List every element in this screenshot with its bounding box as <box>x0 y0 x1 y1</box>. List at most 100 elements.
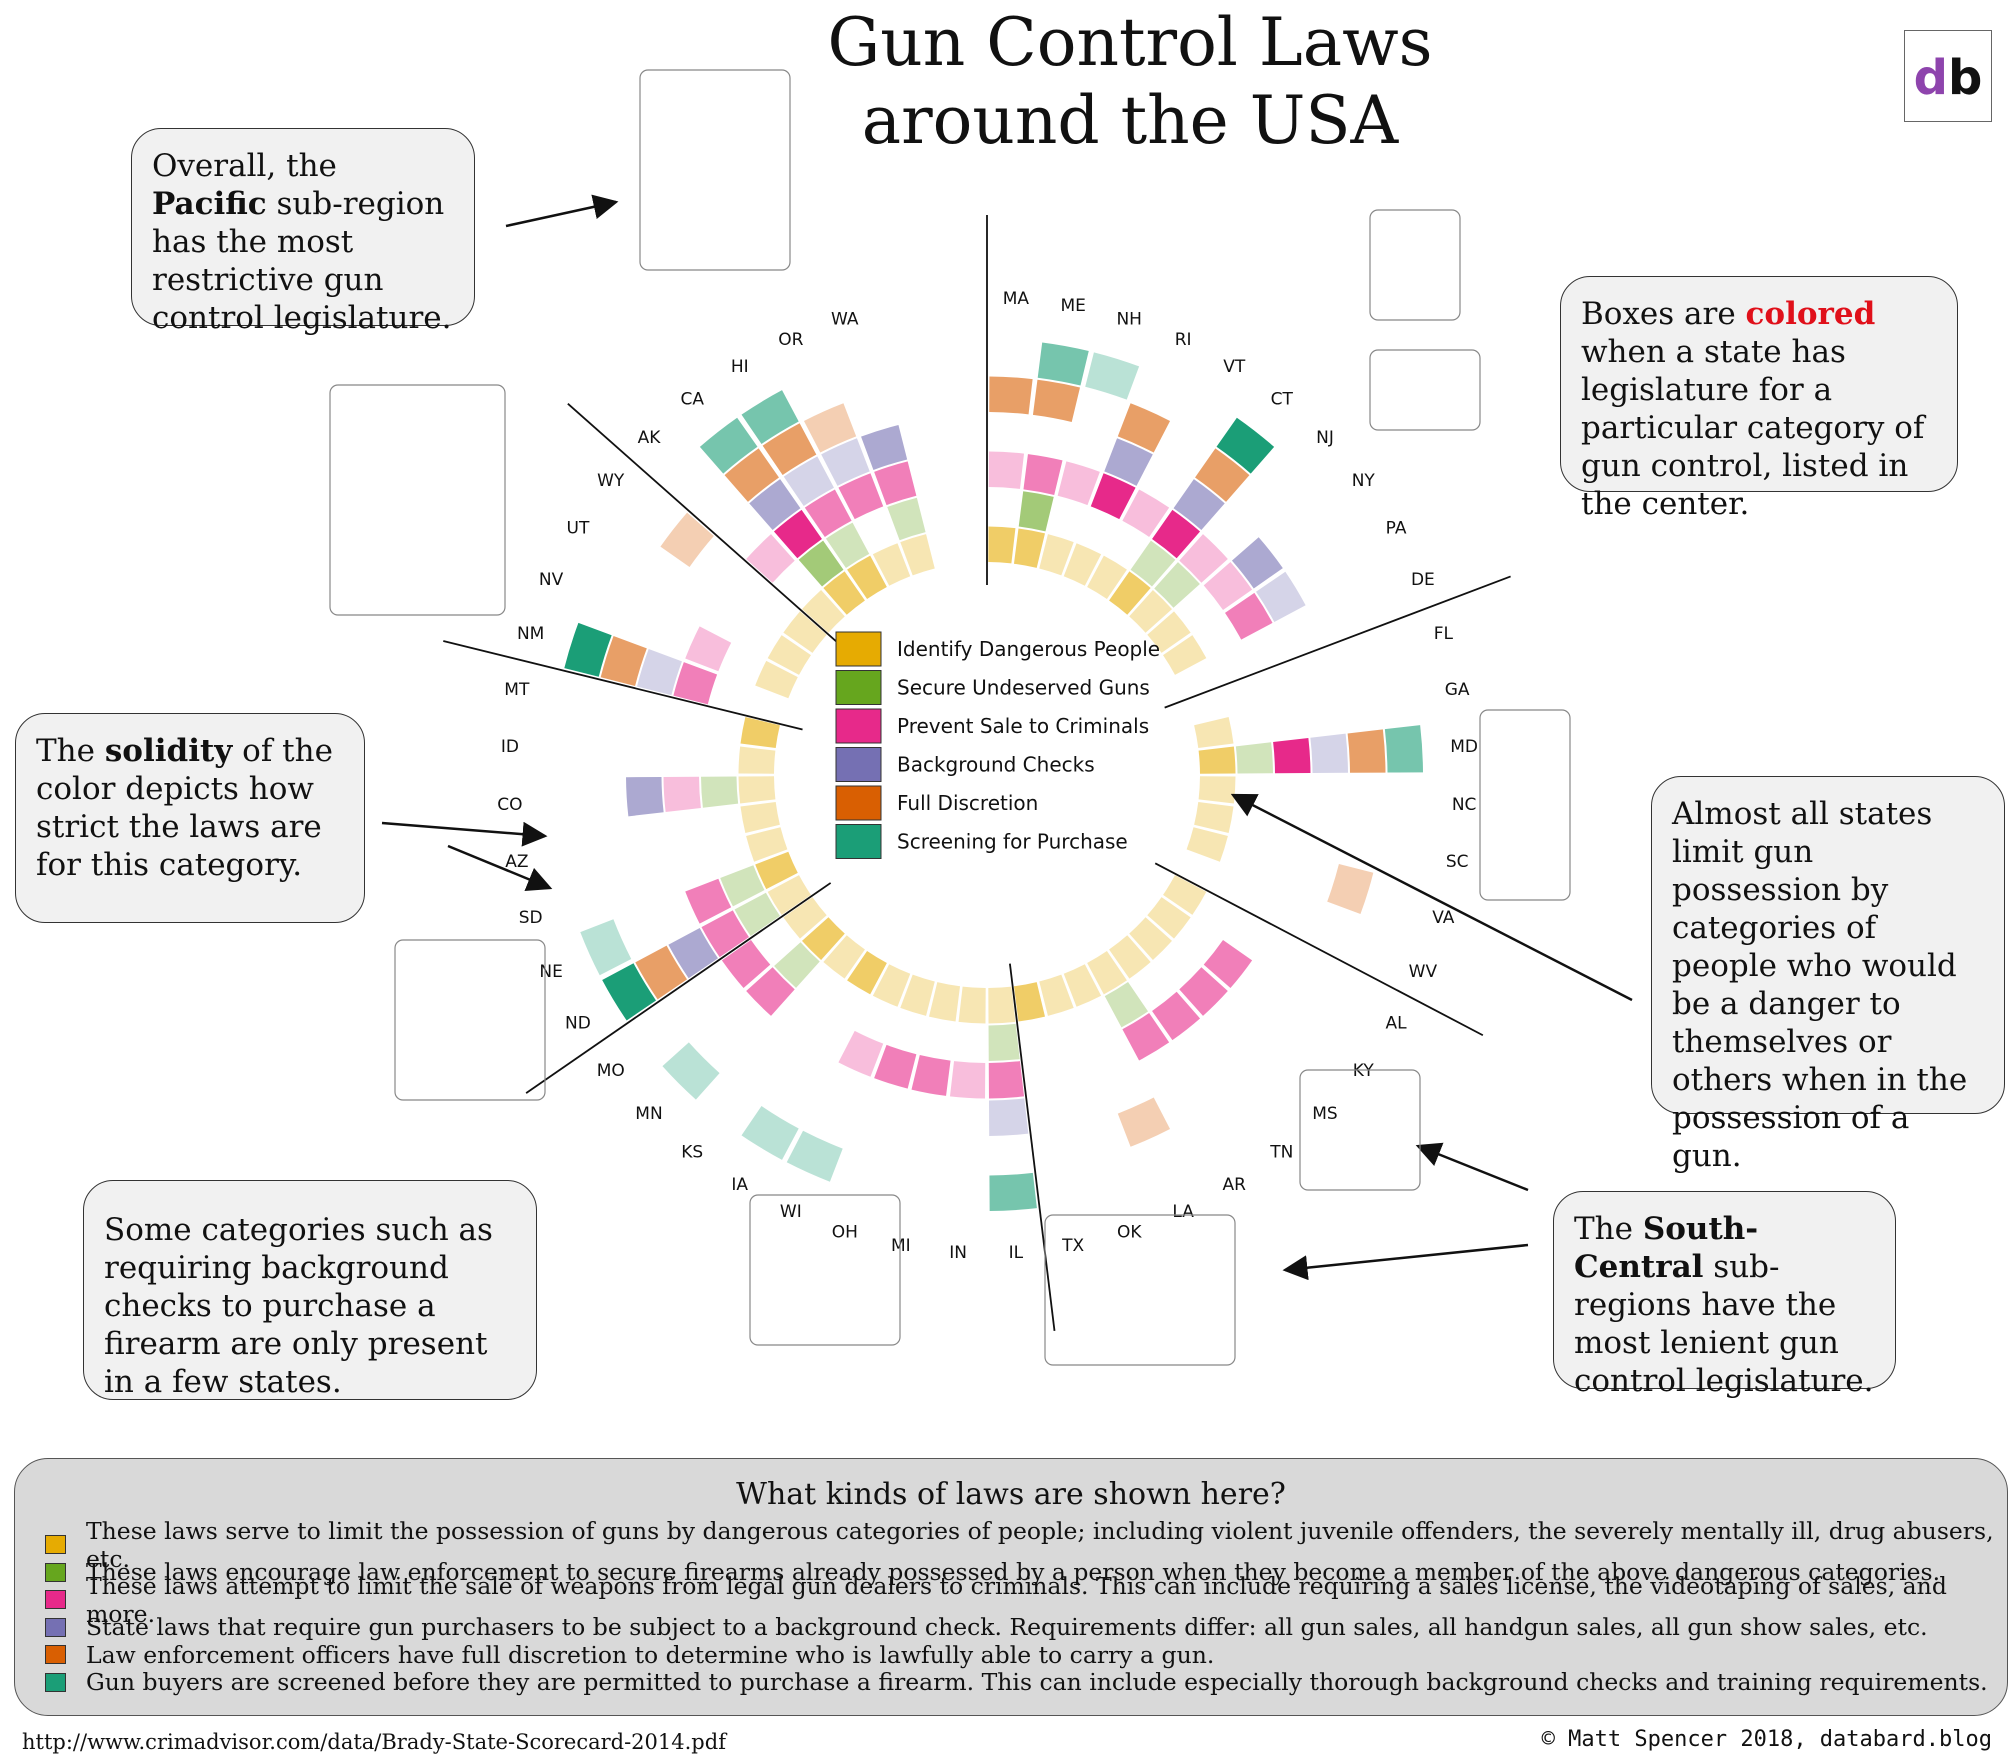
bar-il-2 <box>988 1061 1025 1099</box>
state-label: WI <box>780 1202 802 1222</box>
bar-nd-3 <box>668 928 718 979</box>
bar-nv-2 <box>685 626 732 672</box>
bar-co-3 <box>626 776 664 817</box>
bar-mo-2 <box>721 940 771 989</box>
bar-wa-1 <box>887 497 926 541</box>
bar-vt-0 <box>1087 555 1127 599</box>
bar-vt-2 <box>1122 489 1170 537</box>
bar-sd-0 <box>746 827 788 862</box>
bar-md-1 <box>1235 742 1273 774</box>
callout-solidity-pre: The <box>36 733 105 769</box>
bar-ct-1 <box>1130 540 1176 587</box>
bar-wy-0 <box>783 611 827 653</box>
bar-oh-0 <box>900 974 935 1016</box>
callout-solidity: The solidity of the color depicts how st… <box>15 713 365 923</box>
bar-tn-2 <box>1152 991 1201 1041</box>
bar-ca-2 <box>773 509 822 559</box>
state-label: ME <box>1060 296 1085 316</box>
bar-wi-0 <box>872 964 911 1007</box>
state-label: TX <box>1061 1236 1084 1256</box>
state-label: NC <box>1452 795 1477 815</box>
bar-ma-0 <box>988 526 1016 564</box>
bar-wi-2 <box>838 1030 884 1077</box>
callout-south-pre: The <box>1574 1211 1643 1247</box>
state-label: CT <box>1271 390 1294 410</box>
bar-me-4 <box>1032 379 1081 423</box>
region-divider <box>1009 963 1056 1332</box>
region-outline-map <box>1044 1214 1236 1366</box>
bar-wy-4 <box>660 512 714 567</box>
legend-swatch <box>835 708 882 744</box>
databard-logo[interactable]: db <box>1904 30 1992 122</box>
bar-ct-0 <box>1109 571 1151 615</box>
source-link[interactable]: http://www.crimadvisor.com/data/Brady-St… <box>22 1730 726 1754</box>
state-label: RI <box>1175 330 1192 350</box>
callout-arrow <box>1230 793 1633 1002</box>
bar-nj-1 <box>1154 562 1200 608</box>
bar-ct-2 <box>1152 509 1201 559</box>
bar-la-4 <box>1117 1097 1171 1147</box>
state-label: AR <box>1223 1175 1247 1195</box>
bar-ri-0 <box>1063 543 1102 586</box>
bar-ct-3 <box>1173 479 1225 531</box>
bar-ak-0 <box>802 590 845 633</box>
bar-nh-2 <box>1057 461 1100 506</box>
bar-sc-0 <box>1194 801 1234 833</box>
swatch-dangerous-people <box>45 1535 66 1555</box>
bar-nm-4 <box>600 635 647 686</box>
bar-nd-1 <box>734 892 780 937</box>
bar-ia-0 <box>847 951 887 995</box>
bar-md-3 <box>1310 733 1348 774</box>
bar-tx-0 <box>1013 982 1045 1022</box>
state-label: DE <box>1411 570 1435 590</box>
footer-item: These laws serve to limit the possession… <box>45 1517 2007 1573</box>
legend-label: Background Checks <box>897 753 1095 777</box>
region-divider <box>1164 575 1511 709</box>
bar-nd-2 <box>701 910 749 958</box>
chart-bars <box>564 342 1423 1211</box>
bar-nd-4 <box>635 945 688 1000</box>
bar-ca-1 <box>798 540 844 587</box>
bar-ak-2 <box>746 534 795 583</box>
state-label: SD <box>519 908 543 928</box>
bar-ma-2 <box>988 451 1025 489</box>
callout-background: Some categories such as requiring backgr… <box>83 1180 537 1400</box>
region-outline-map <box>639 69 791 271</box>
callout-arrow <box>447 844 553 891</box>
bar-or-2 <box>838 473 884 520</box>
legend-label: Identify Dangerous People <box>897 637 1160 661</box>
state-label: IL <box>1009 1243 1024 1263</box>
state-label: CO <box>497 795 522 815</box>
bar-hi-1 <box>825 522 870 568</box>
bar-ar-0 <box>1087 951 1127 995</box>
bar-mn-1 <box>774 942 820 988</box>
bar-ri-4 <box>1117 403 1171 453</box>
bar-oh-2 <box>874 1044 917 1089</box>
footer-item: State laws that require gun purchasers t… <box>45 1613 2007 1641</box>
footer-legend: These laws serve to limit the possession… <box>45 1517 2007 1696</box>
state-label: VA <box>1432 908 1455 928</box>
bar-ct-5 <box>1216 417 1275 474</box>
region-outline-map <box>1369 349 1481 431</box>
callout-pacific-bold: Pacific <box>152 186 267 222</box>
state-label: IA <box>731 1175 748 1195</box>
state-label: OH <box>832 1222 858 1242</box>
state-label: WV <box>1409 962 1438 982</box>
bar-or-0 <box>872 543 911 586</box>
bar-in-2 <box>949 1061 986 1099</box>
bar-mo-0 <box>783 897 827 939</box>
callout-colored: Boxes are colored when a state has legis… <box>1560 276 1958 522</box>
bar-ok-0 <box>1039 974 1074 1016</box>
region-outline-map <box>1479 709 1571 901</box>
logo-text: db <box>1914 50 1983 106</box>
swatch-full-discretion <box>45 1645 66 1665</box>
state-label: ND <box>565 1013 591 1033</box>
bar-nh-5 <box>1085 352 1140 400</box>
bar-mn-2 <box>746 967 795 1016</box>
bar-ca-3 <box>749 479 801 531</box>
region-divider <box>443 640 803 731</box>
bar-ia-5 <box>741 1105 799 1160</box>
legend-swatch <box>835 824 882 859</box>
swatch-background-checks <box>45 1617 66 1637</box>
bar-nm-3 <box>637 649 682 696</box>
